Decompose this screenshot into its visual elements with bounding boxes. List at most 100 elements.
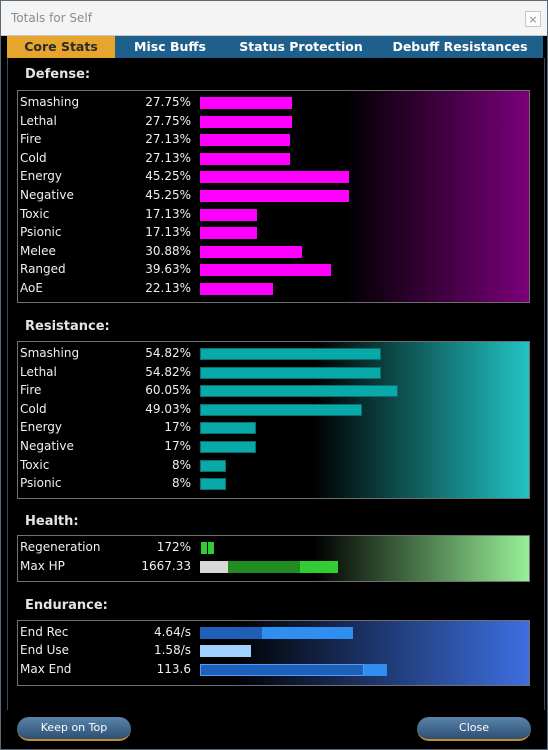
tab-debuff-resistances[interactable]: Debuff Resistances (392, 39, 528, 54)
stat-label: Lethal (20, 364, 57, 379)
endurance-box: End Rec 4.64/s End Use 1.58/s Max End 11… (17, 620, 530, 686)
title-bar[interactable]: Totals for Self × (1, 1, 547, 36)
health-box: Regeneration 172% Max HP 1667.33 (17, 535, 530, 582)
defense-bar (200, 208, 257, 221)
health-heading: Health: (25, 514, 79, 529)
health-row-regeneration: Regeneration 172% (18, 539, 529, 557)
stat-label: Energy (20, 420, 63, 435)
resistance-row-smashing: Smashing 54.82% (18, 345, 529, 363)
defense-row-melee: Melee 30.88% (18, 243, 529, 261)
tab-status-protection[interactable]: Status Protection (239, 39, 363, 54)
keep-on-top-button[interactable]: Keep on Top (17, 717, 131, 741)
resistance-row-toxic: Toxic 8% (18, 457, 529, 475)
stat-value: 54.82% (145, 346, 191, 360)
stat-value: 113.6 (156, 662, 191, 676)
resistance-bar (200, 441, 256, 453)
stat-value: 27.13% (145, 132, 191, 147)
maxhp-bar-base (200, 561, 228, 573)
stat-label: Toxic (20, 206, 50, 221)
defense-bar (200, 97, 292, 109)
endurance-row-end-use: End Use 1.58/s (18, 642, 529, 660)
resistance-row-lethal: Lethal 54.82% (18, 364, 529, 382)
stat-value: 8% (171, 457, 191, 472)
defense-row-ranged: Ranged 39.63% (18, 261, 529, 279)
defense-row-lethal: Lethal 27.75% (18, 113, 529, 131)
stat-label: Negative (20, 439, 74, 453)
stat-label: Psionic (20, 476, 62, 491)
stat-label: End Use (20, 643, 70, 657)
defense-bar (200, 264, 331, 277)
end-rec-bar-bonus (262, 627, 353, 639)
end-rec-bar-base (200, 627, 262, 639)
stat-label: Melee (20, 243, 56, 258)
resistance-row-negative: Negative 17% (18, 438, 529, 456)
stat-label: Lethal (20, 113, 57, 128)
defense-bar (200, 134, 290, 147)
stat-value: 39.63% (145, 262, 191, 277)
tab-core-stats[interactable]: Core Stats (7, 36, 115, 58)
stat-value: 45.25% (145, 169, 191, 184)
stat-label: AoE (20, 281, 43, 295)
stat-label: Regeneration (20, 540, 101, 554)
resistance-bar (200, 459, 226, 472)
defense-box: Smashing 27.75% Lethal 27.75% Fire 27.13% Cold… (17, 90, 530, 303)
stat-label: Ranged (20, 262, 66, 277)
defense-row-fire: Fire 27.13% (18, 131, 529, 149)
resistance-row-fire: Fire 60.05% (18, 382, 529, 400)
defense-row-energy: Energy 45.25% (18, 168, 529, 186)
defense-row-negative: Negative 45.25% (18, 187, 529, 205)
defense-bar (200, 152, 290, 165)
stat-label: Fire (20, 383, 42, 398)
stat-value: 60.05% (145, 383, 191, 398)
health-row-maxhp: Max HP 1667.33 (18, 558, 529, 576)
resistance-bar (200, 403, 362, 416)
stat-value: 4.64/s (153, 625, 191, 639)
resistance-row-cold: Cold 49.03% (18, 401, 529, 419)
regen-bar-segment (208, 542, 214, 554)
endurance-row-max-end: Max End 113.6 (18, 661, 529, 679)
resistance-bar (200, 422, 256, 435)
defense-heading: Defense: (25, 67, 91, 82)
max-end-bar-base (200, 664, 364, 676)
resistance-bar (200, 478, 226, 491)
stat-value: 49.03% (145, 401, 191, 416)
max-end-bar-bonus (364, 664, 387, 676)
close-icon[interactable]: × (525, 11, 541, 27)
stat-value: 22.13% (145, 281, 191, 295)
maxhp-bar-bonus (228, 561, 300, 573)
stat-label: End Rec (20, 625, 69, 639)
stat-value: 17.13% (145, 206, 191, 221)
stat-value: 8% (171, 476, 191, 491)
stat-label: Toxic (20, 457, 50, 472)
defense-bar (200, 190, 349, 202)
close-button[interactable]: Close (417, 717, 531, 741)
defense-bar (200, 115, 292, 128)
stat-value: 17.13% (145, 225, 191, 240)
regen-bar-segment (201, 542, 207, 554)
stat-label: Cold (20, 401, 47, 416)
resistance-row-energy: Energy 17% (18, 419, 529, 437)
resistance-heading: Resistance: (25, 319, 110, 334)
tab-bar: Core Stats Misc Buffs Status Protection … (7, 36, 543, 58)
stat-value: 17% (164, 420, 191, 435)
stat-label: Max HP (20, 559, 65, 573)
endurance-heading: Endurance: (25, 598, 108, 613)
end-use-bar (200, 645, 251, 657)
stat-value: 27.75% (145, 113, 191, 128)
defense-bar (200, 171, 349, 184)
tab-misc-buffs[interactable]: Misc Buffs (134, 39, 206, 54)
endurance-row-end-rec: End Rec 4.64/s (18, 624, 529, 642)
stat-label: Psionic (20, 225, 62, 240)
stat-value: 45.25% (145, 188, 191, 202)
resistance-box: Smashing 54.82% Lethal 54.82% Fire 60.05% Cold… (17, 341, 530, 499)
resistance-bar (200, 348, 381, 360)
maxhp-bar-extra (300, 561, 338, 573)
resistance-bar (200, 366, 381, 379)
defense-row-smashing: Smashing 27.75% (18, 94, 529, 112)
stat-label: Fire (20, 132, 42, 147)
defense-row-aoe: AoE 22.13% (18, 280, 529, 298)
resistance-row-psionic: Psionic 8% (18, 475, 529, 493)
window-title: Totals for Self (11, 11, 92, 25)
stat-value: 1667.33 (141, 559, 191, 573)
